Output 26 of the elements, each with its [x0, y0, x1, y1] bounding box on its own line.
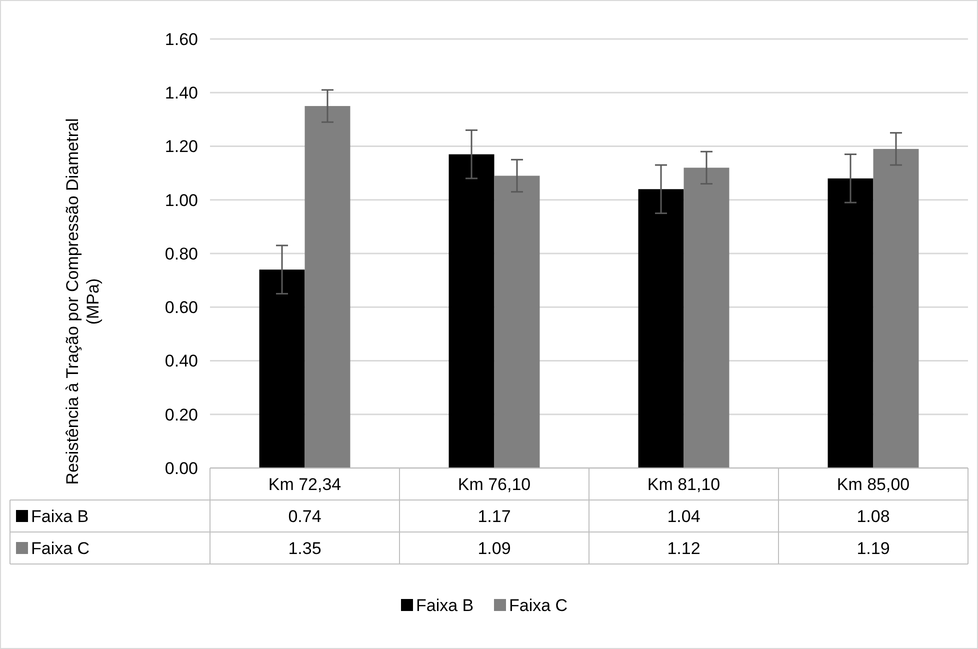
x-tick-label: Km 76,10	[458, 474, 531, 494]
data-label: 1.04	[667, 506, 700, 526]
y-tick-label: 0.20	[164, 405, 198, 424]
y-tick-label: 0.80	[164, 244, 198, 264]
y-tick-label: 0.00	[164, 458, 198, 478]
data-label: 1.17	[478, 506, 511, 526]
text: Faixa B	[31, 506, 89, 526]
data-label: 1.12	[667, 538, 700, 558]
legend-label: Faixa C	[509, 596, 568, 615]
data-label: 1.19	[856, 538, 890, 558]
x-tick-label: Km 81,10	[647, 474, 720, 494]
y-tick-label: 0.40	[164, 352, 198, 371]
legend-label: Faixa B	[416, 596, 474, 615]
y-tick-label: 0.60	[164, 298, 198, 318]
x-tick-label: Km 72,34	[268, 474, 342, 494]
y-axis-title: Resistência à Tração por Compressão Diametral (MPa)	[63, 118, 102, 485]
data-label: 1.09	[478, 538, 511, 558]
data-label: 1.08	[856, 506, 890, 526]
x-tick-label: Km 85,00	[836, 474, 910, 494]
text: Faixa C	[31, 538, 90, 558]
y-tick-label: 1.40	[164, 84, 198, 103]
y-tick-label: 1.20	[164, 137, 198, 156]
y-tick-label: 1.00	[164, 190, 198, 210]
data-label: 0.74	[288, 506, 322, 526]
y-tick-label: 1.60	[164, 30, 198, 49]
data-label: 1.35	[288, 538, 322, 558]
